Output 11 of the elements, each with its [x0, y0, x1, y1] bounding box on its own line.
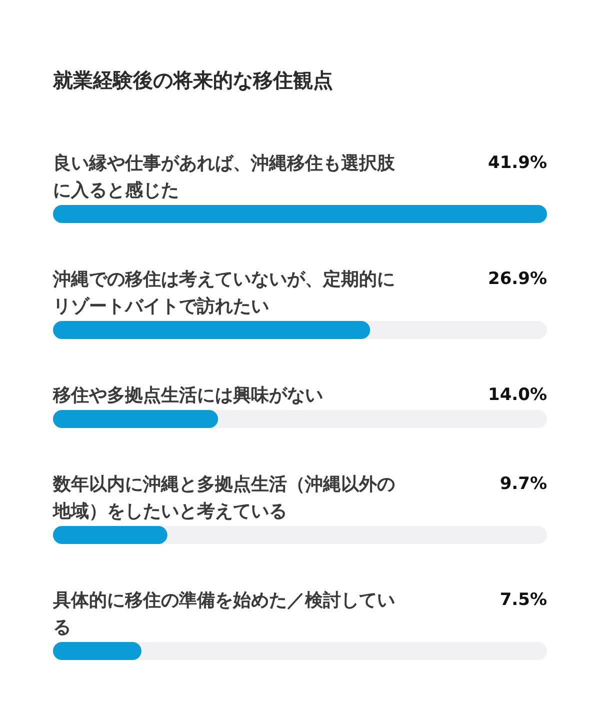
data-label: 14.0%	[488, 385, 547, 405]
data-label: 26.9%	[488, 269, 547, 289]
data-label: 9.7%	[500, 474, 547, 494]
data-label: 41.9%	[488, 153, 547, 173]
y-tick-label: 沖縄での移住は考えていないが、定期的にリゾートバイトで訪れたい	[52, 268, 395, 316]
y-tick-label: 具体的に移住の準備を始めた／検討している	[52, 590, 395, 638]
y-tick-label: 良い縁や仕事があれば、沖縄移住も選択肢に入ると感じた	[53, 152, 396, 200]
data-label: 7.5%	[500, 590, 547, 610]
y-tick-label: 数年以内に沖縄と多拠点生活（沖縄以外の地域）をしたいと考えている	[52, 474, 395, 522]
y-tick-label: 移住や多拠点生活には興味がない	[52, 384, 323, 406]
chart-title: 就業経験後の将来的な移住観点	[52, 68, 333, 92]
